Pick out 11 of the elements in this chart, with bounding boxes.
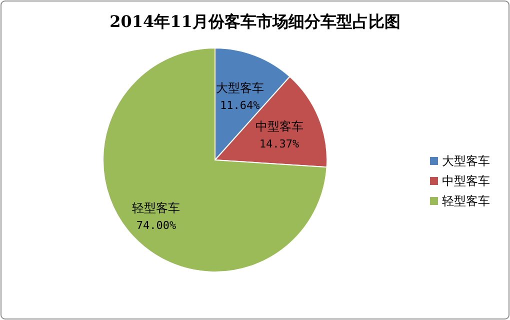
slice-label: 中型客车 — [255, 120, 304, 134]
pie-slice — [102, 48, 328, 272]
slice-label: 轻型客车 — [132, 201, 180, 216]
slice-label: 大型客车 — [216, 81, 264, 96]
data-label: 14.37% — [259, 138, 300, 151]
legend-label: 中型客车 — [442, 174, 490, 188]
legend-label: 轻型客车 — [442, 194, 490, 208]
data-label: 74.00% — [136, 219, 176, 232]
legend-label: 大型客车 — [442, 154, 490, 168]
chart-title: 2014年11月份客车市场细分车型占比图 — [110, 12, 400, 31]
data-label: 11.64% — [220, 99, 260, 112]
